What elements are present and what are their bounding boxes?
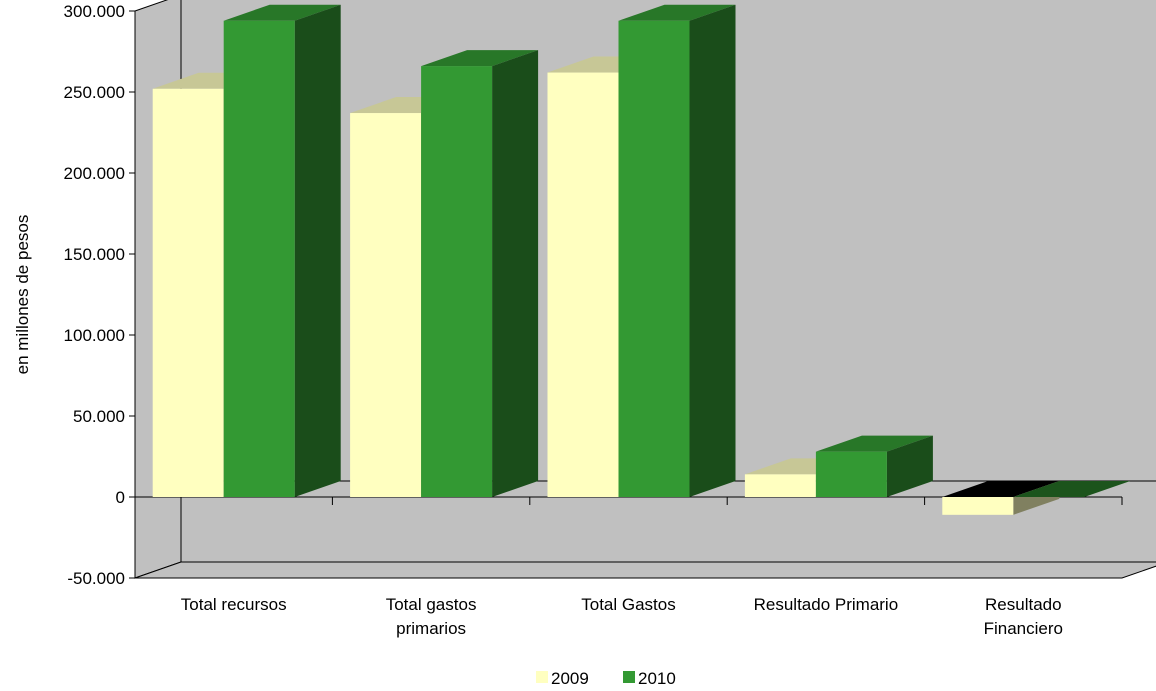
y-axis-title: en millones de pesos — [13, 215, 32, 375]
x-category-label: Total gastos — [386, 595, 477, 614]
bar-2010-3-side — [886, 435, 933, 497]
floor — [134, 561, 1156, 579]
bar-2010-2 — [618, 20, 690, 497]
y-tick-label: -50.000 — [67, 569, 125, 588]
x-category-label: Financiero — [984, 619, 1063, 638]
legend-swatch-2010 — [623, 671, 635, 683]
y-tick-label: 50.000 — [73, 407, 125, 426]
bar-2010-2-top — [618, 4, 736, 21]
y-tick-label: 200.000 — [64, 164, 125, 183]
x-category-label: Total recursos — [181, 595, 287, 614]
bar-2009-4 — [942, 497, 1014, 515]
bar-2010-1-top — [421, 50, 539, 67]
bar-2009-2 — [547, 72, 619, 497]
x-category-label: Total Gastos — [581, 595, 676, 614]
x-category-label: Resultado — [985, 595, 1062, 614]
legend-label-2009: 2009 — [551, 669, 589, 688]
bar-2010-2-side — [689, 4, 736, 497]
bar-2010-4-top — [1013, 481, 1131, 497]
bar-2010-1-side — [492, 50, 539, 497]
bar-2009-1 — [350, 113, 422, 497]
bar-2009-4-top — [942, 481, 1060, 497]
bar-2010-0-top — [223, 4, 341, 21]
bar-2010-0 — [223, 20, 295, 497]
y-tick-label: 250.000 — [64, 83, 125, 102]
legend-swatch-2009 — [536, 671, 548, 683]
x-category-label: Resultado Primario — [754, 595, 899, 614]
bar-2009-3 — [744, 474, 816, 497]
y-tick-label: 300.000 — [64, 2, 125, 21]
bar-2010-1 — [421, 66, 493, 497]
x-category-label: primarios — [396, 619, 466, 638]
bar-2010-3 — [815, 451, 887, 497]
y-tick-label: 150.000 — [64, 245, 125, 264]
legend-label-2010: 2010 — [638, 669, 676, 688]
bar-2010-0-side — [294, 4, 341, 497]
y-tick-label: 0 — [116, 488, 125, 507]
y-tick-label: 100.000 — [64, 326, 125, 345]
bar-2009-0 — [152, 88, 224, 497]
bar-2010-3-top — [815, 435, 933, 452]
